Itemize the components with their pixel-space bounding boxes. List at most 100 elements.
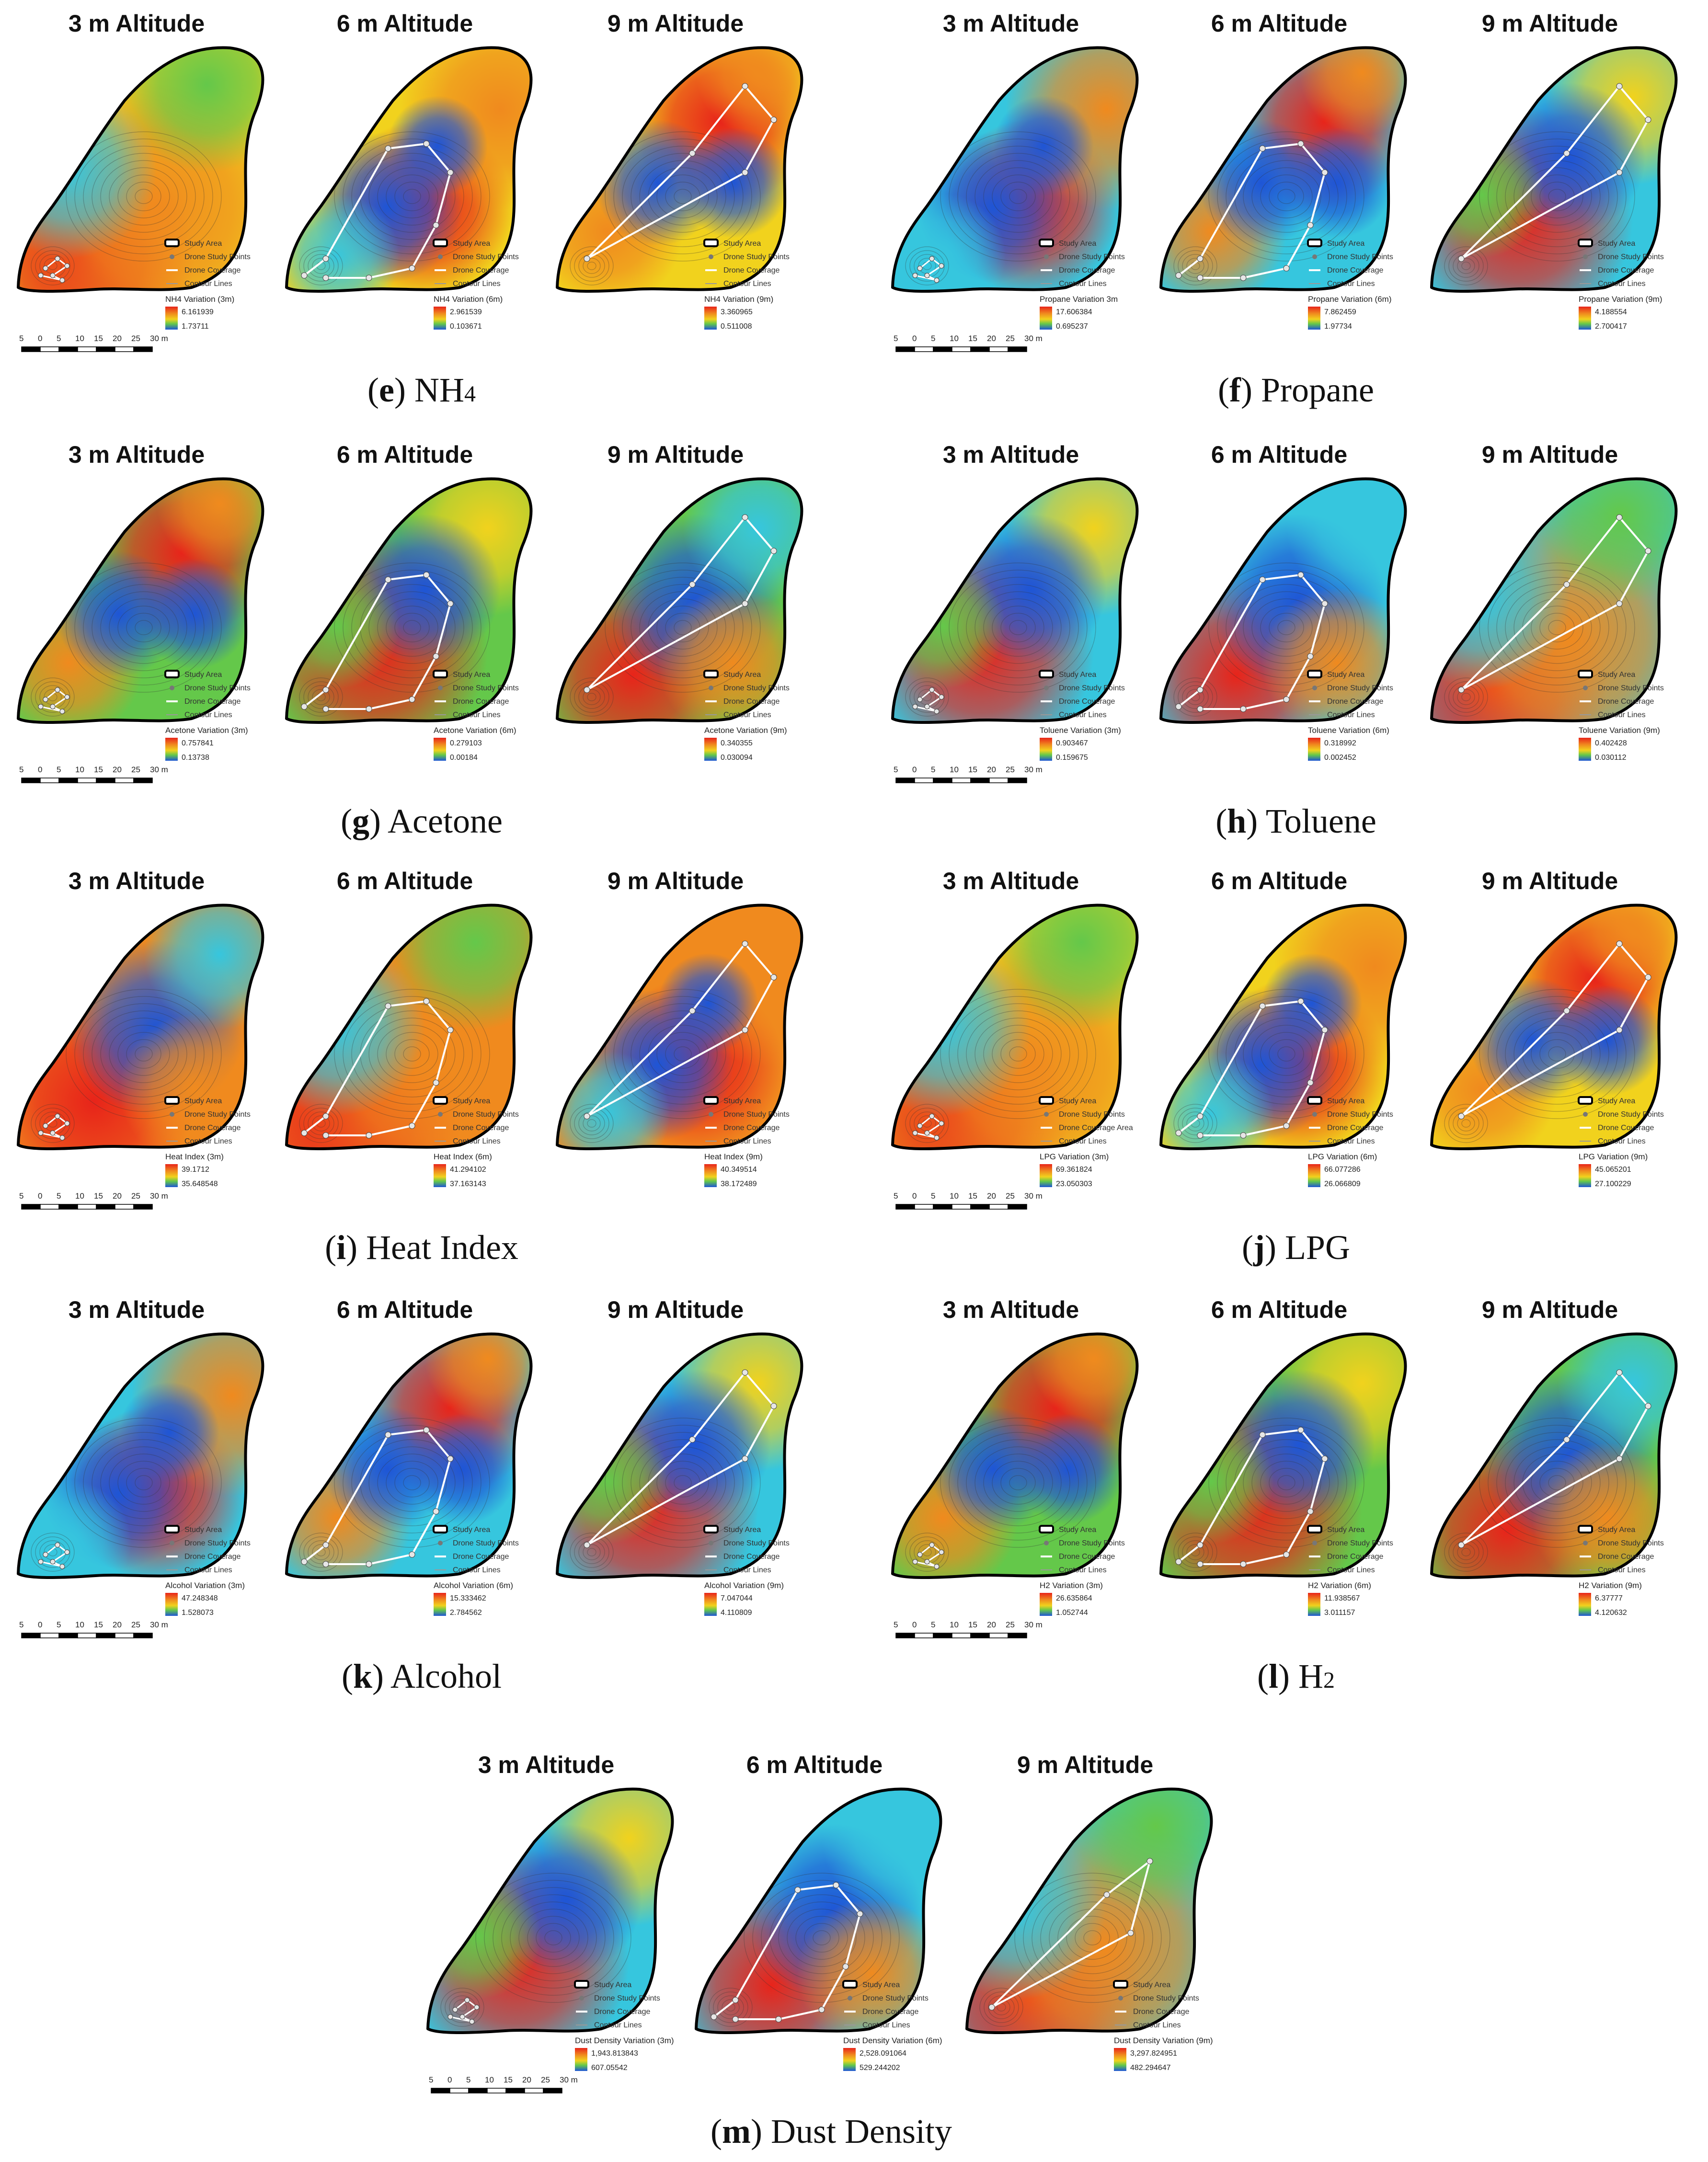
- legend-study-area: Study Area: [1133, 1981, 1170, 1989]
- contour-line: [1505, 1439, 1609, 1526]
- caption-paren-close: ): [1278, 1657, 1298, 1695]
- ramp-min-value: 529.244202: [860, 2064, 900, 2072]
- scale-label: 0: [38, 334, 42, 343]
- contour-line: [1457, 1115, 1475, 1132]
- legend-drone-coverage: Drone Coverage: [184, 266, 241, 275]
- legend-study-area: Study Area: [1327, 240, 1364, 248]
- contour-lines: [570, 131, 761, 286]
- map-3m: 3 m Altitude Study Area Drone Study Points…: [17, 441, 264, 762]
- drone-study-point: [423, 1427, 430, 1433]
- drone-study-point: [1458, 1542, 1465, 1548]
- legend-study-area: Study Area: [453, 240, 490, 248]
- scale-label: 10: [950, 1191, 959, 1201]
- contour-line: [303, 250, 339, 282]
- color-ramp: [165, 1593, 178, 1616]
- drone-study-point: [322, 1561, 329, 1567]
- legend-study-area: Study Area: [1327, 1526, 1364, 1534]
- contour-line: [109, 167, 179, 226]
- color-ramp: [704, 738, 717, 761]
- drone-study-point: [322, 1113, 329, 1120]
- heatmap-blob: [428, 1873, 541, 2000]
- contour-lines: [1173, 562, 1364, 717]
- color-ramp: [704, 1164, 717, 1187]
- contour-line: [501, 1894, 606, 1981]
- drone-study-point: [59, 709, 65, 714]
- study-point-swatch: [1583, 1541, 1588, 1545]
- contour-line: [1496, 577, 1618, 678]
- scale-segment: [1008, 1204, 1027, 1210]
- drone-study-point: [1197, 1561, 1204, 1567]
- contour-line: [587, 693, 596, 701]
- scale-label: 10: [75, 334, 84, 343]
- map-3m: 3 m Altitude Study Area Drone Study Points…: [17, 1296, 264, 1617]
- drone-route: [1460, 515, 1650, 691]
- contour-line: [574, 681, 609, 713]
- contour-line: [1182, 1540, 1209, 1564]
- scale-label: 5: [931, 1191, 935, 1201]
- scale-segment: [96, 1204, 115, 1210]
- scale-segment: [133, 1204, 153, 1210]
- altitude-title: 9 m Altitude: [608, 868, 744, 894]
- color-ramp: [1040, 1593, 1052, 1616]
- scale-segment: [77, 346, 97, 352]
- contour-lines: [905, 562, 1096, 717]
- drone-study-point: [1616, 1027, 1623, 1033]
- contour-line: [1260, 1461, 1313, 1505]
- scale-segment: [96, 778, 115, 783]
- contour-line: [135, 189, 153, 204]
- caption-paren-close: ): [346, 1228, 366, 1267]
- study-point-swatch: [709, 686, 713, 690]
- caption-paren-open: (: [1218, 371, 1229, 409]
- drone-study-point: [912, 704, 918, 709]
- contour-line: [35, 250, 70, 282]
- drone-study-point: [742, 1027, 748, 1033]
- legend-study-area: Study Area: [1598, 671, 1635, 679]
- color-ramp: [434, 307, 446, 330]
- contour-line: [1548, 620, 1566, 635]
- caption-paren-open: (: [367, 371, 379, 409]
- drone-study-point: [1645, 548, 1651, 554]
- contour-line: [135, 620, 153, 635]
- legend-study-points: Drone Study Points: [1133, 1994, 1199, 2002]
- contour-line: [1251, 1453, 1321, 1512]
- ramp-max-value: 17.606384: [1056, 308, 1092, 316]
- contour-line: [1505, 153, 1609, 240]
- study-area-boundary: [1430, 46, 1678, 293]
- contour-line: [1173, 1533, 1217, 1572]
- drone-study-point: [1307, 1508, 1314, 1515]
- contour-line: [656, 1032, 709, 1076]
- study-area-boundary: [891, 46, 1139, 293]
- scale-label: 10: [950, 1620, 959, 1629]
- heatmap-blob: [1031, 1334, 1137, 1422]
- scale-bar: 5 0 5 10 15 20 25 30 m: [429, 2075, 578, 2093]
- drone-study-point: [742, 1369, 748, 1376]
- ramp-min-value: 23.050303: [1056, 1180, 1092, 1188]
- variation-label: H2 Variation (6m): [1308, 1581, 1371, 1590]
- contour-line: [583, 1115, 601, 1132]
- ramp-min-value: 4.120632: [1595, 1609, 1627, 1617]
- altitude-title: 6 m Altitude: [337, 10, 473, 37]
- legend-contour-lines: Contour Lines: [184, 280, 232, 288]
- drone-study-point: [43, 697, 48, 702]
- drone-study-point: [1175, 1558, 1182, 1565]
- contour-line: [639, 160, 726, 233]
- contour-lines: [570, 989, 761, 1143]
- contour-line: [1277, 1046, 1295, 1062]
- scale-segment: [970, 1633, 990, 1638]
- study-point-swatch: [709, 254, 713, 259]
- contour-line: [35, 1108, 70, 1139]
- contour-line: [722, 1999, 740, 2015]
- drone-study-point: [924, 704, 930, 709]
- contour-line: [587, 262, 596, 270]
- contour-line: [308, 1540, 334, 1564]
- drone-study-point: [1240, 275, 1247, 281]
- scale-label: 15: [94, 765, 103, 774]
- altitude-title: 3 m Altitude: [943, 1296, 1079, 1323]
- contour-line: [1186, 258, 1204, 274]
- drone-route: [586, 515, 775, 691]
- contour-line: [905, 677, 949, 717]
- drone-study-point: [433, 222, 439, 229]
- scale-label: 30 m: [1024, 765, 1043, 774]
- drone-study-point: [1175, 703, 1182, 710]
- contour-line: [630, 1439, 735, 1526]
